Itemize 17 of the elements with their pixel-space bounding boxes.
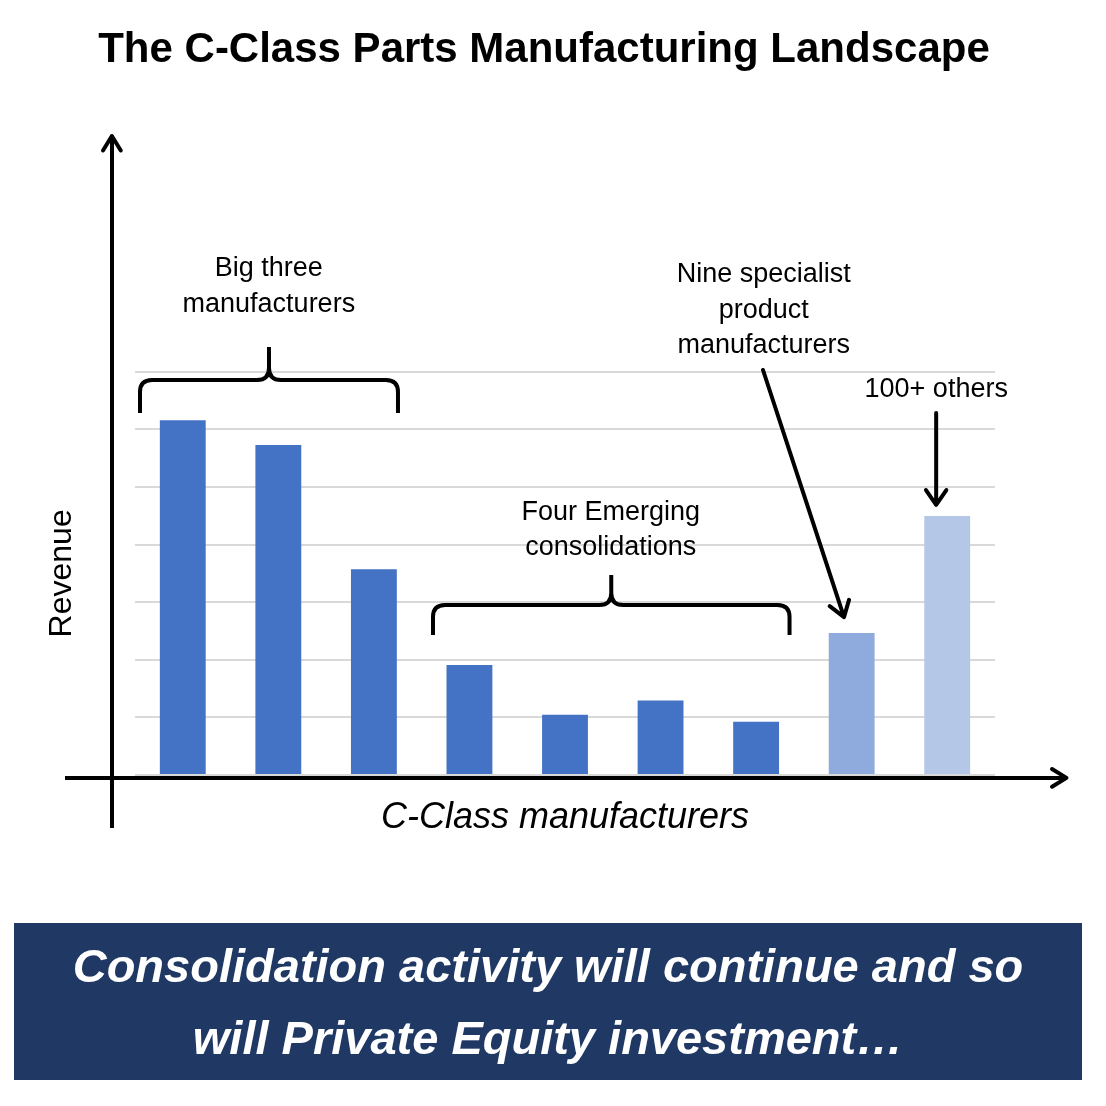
text: Big three manufacturers: [182, 252, 356, 318]
bar: [828, 633, 875, 774]
bar: [542, 714, 588, 774]
bar: [350, 569, 397, 774]
y-axis-title: Revenue: [41, 509, 78, 638]
bar: [255, 445, 302, 774]
text: Nine specialist product manufacturers: [676, 258, 852, 360]
text: Consolidation activity will continue and so will Private Equity investment…: [71, 937, 1025, 1066]
bar: [733, 721, 780, 774]
chart-title: The C-Class Parts Manufacturing Landscape: [97, 23, 991, 73]
text: 100+ others: [864, 372, 1008, 403]
bar: [159, 420, 206, 774]
bar: [446, 665, 493, 774]
annotation: Four Emerging consolidations: [521, 495, 701, 562]
bar: [924, 516, 971, 774]
bar: [637, 700, 684, 774]
x-axis-title: C-Class manufacturers: [380, 795, 750, 837]
